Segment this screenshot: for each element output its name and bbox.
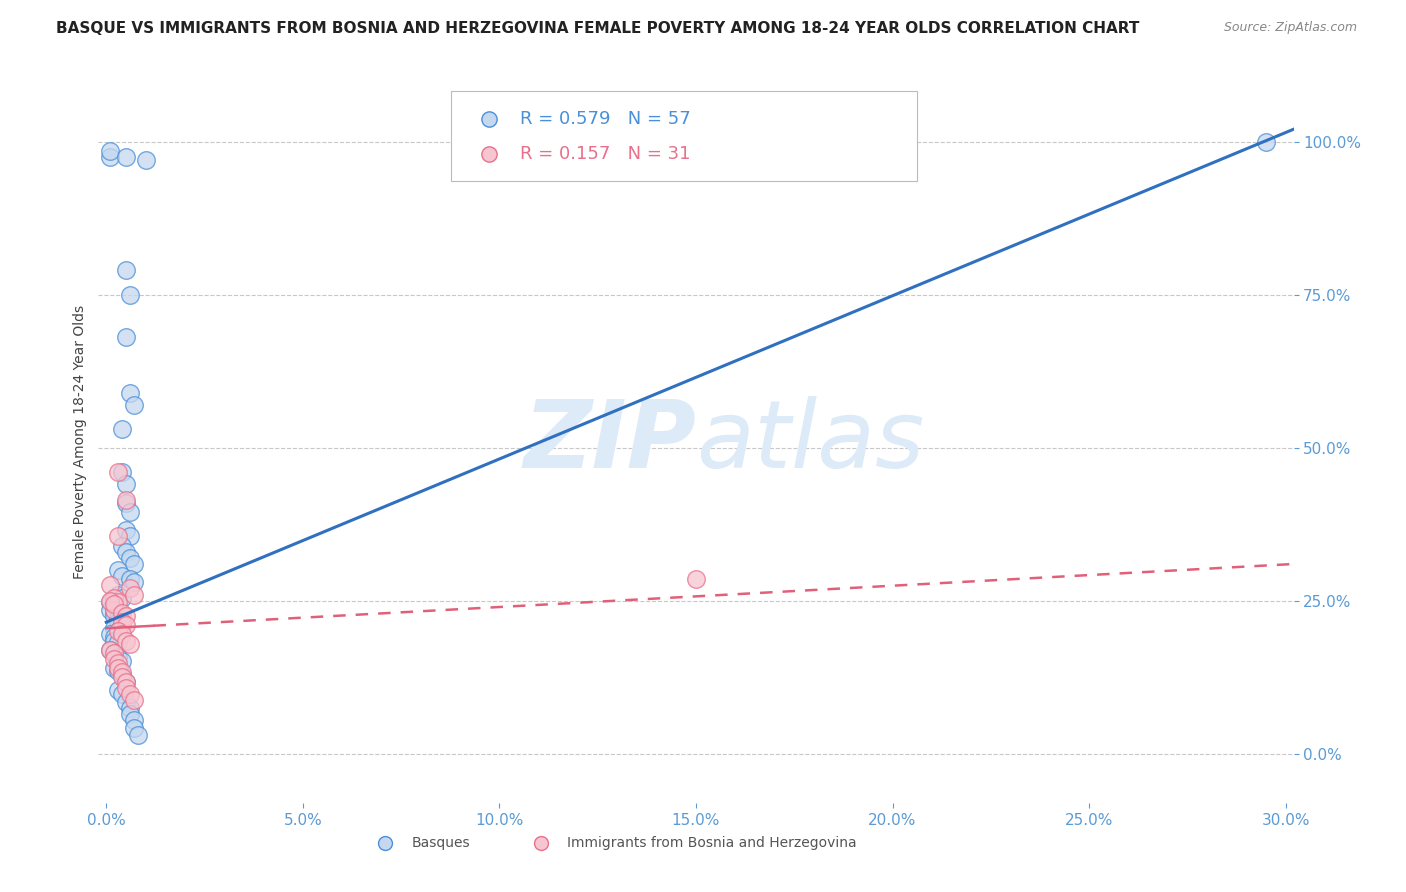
Point bbox=[103, 603, 125, 617]
Point bbox=[115, 496, 138, 510]
Text: atlas: atlas bbox=[696, 396, 924, 487]
Point bbox=[107, 624, 129, 639]
Text: Source: ZipAtlas.com: Source: ZipAtlas.com bbox=[1223, 21, 1357, 35]
Point bbox=[103, 598, 125, 612]
Point bbox=[118, 572, 141, 586]
Point bbox=[118, 701, 141, 715]
Point bbox=[115, 492, 138, 507]
Point bbox=[115, 695, 138, 709]
Point bbox=[107, 615, 129, 630]
Point bbox=[111, 465, 134, 479]
Point bbox=[122, 721, 145, 735]
Point bbox=[122, 693, 145, 707]
Point bbox=[103, 646, 125, 660]
Point bbox=[122, 575, 145, 590]
Point bbox=[115, 150, 138, 164]
Point bbox=[118, 505, 141, 519]
Point bbox=[98, 595, 121, 609]
Point bbox=[103, 646, 125, 660]
Point bbox=[111, 687, 134, 701]
Point bbox=[122, 588, 145, 602]
Point bbox=[115, 674, 138, 689]
Point bbox=[103, 633, 125, 648]
Text: ZIP: ZIP bbox=[523, 395, 696, 488]
Point bbox=[111, 627, 134, 641]
Text: Basques: Basques bbox=[412, 836, 470, 849]
Point bbox=[98, 642, 121, 657]
FancyBboxPatch shape bbox=[451, 91, 917, 181]
Text: BASQUE VS IMMIGRANTS FROM BOSNIA AND HERZEGOVINA FEMALE POVERTY AMONG 18-24 YEAR: BASQUE VS IMMIGRANTS FROM BOSNIA AND HER… bbox=[56, 21, 1140, 37]
Point bbox=[103, 605, 125, 619]
Point bbox=[98, 627, 121, 641]
Point bbox=[107, 624, 129, 639]
Point bbox=[107, 563, 129, 577]
Point bbox=[118, 550, 141, 565]
Text: R = 0.157   N = 31: R = 0.157 N = 31 bbox=[520, 145, 690, 162]
Point bbox=[115, 618, 138, 632]
Point bbox=[107, 588, 129, 602]
Point bbox=[111, 618, 134, 632]
Point bbox=[107, 650, 129, 665]
Point bbox=[118, 287, 141, 301]
Point bbox=[98, 642, 121, 657]
Point bbox=[98, 150, 121, 164]
Point bbox=[103, 621, 125, 635]
Y-axis label: Female Poverty Among 18-24 Year Olds: Female Poverty Among 18-24 Year Olds bbox=[73, 304, 87, 579]
Point bbox=[115, 263, 138, 277]
Point bbox=[107, 595, 129, 609]
Point bbox=[107, 682, 129, 697]
Point bbox=[135, 153, 157, 167]
Point bbox=[118, 687, 141, 701]
Point bbox=[111, 606, 134, 620]
Point bbox=[1254, 135, 1277, 149]
Point bbox=[103, 591, 125, 605]
Point bbox=[111, 670, 134, 684]
Point bbox=[115, 633, 138, 648]
Point bbox=[107, 465, 129, 479]
Point bbox=[115, 609, 138, 624]
Point bbox=[118, 529, 141, 543]
Point bbox=[111, 615, 134, 630]
Point bbox=[111, 665, 134, 680]
Text: Immigrants from Bosnia and Herzegovina: Immigrants from Bosnia and Herzegovina bbox=[567, 836, 856, 849]
Point bbox=[111, 591, 134, 605]
Point bbox=[103, 631, 125, 645]
Point bbox=[107, 656, 129, 670]
Point bbox=[107, 664, 129, 678]
Point bbox=[98, 593, 121, 607]
Point bbox=[98, 144, 121, 158]
Point bbox=[107, 529, 129, 543]
Point bbox=[103, 609, 125, 624]
Text: R = 0.579   N = 57: R = 0.579 N = 57 bbox=[520, 110, 690, 128]
Point bbox=[111, 569, 134, 583]
Point bbox=[115, 674, 138, 689]
Point bbox=[111, 539, 134, 553]
Point bbox=[107, 661, 129, 675]
Point bbox=[115, 681, 138, 695]
Point bbox=[115, 545, 138, 559]
Point bbox=[103, 652, 125, 666]
Point bbox=[118, 637, 141, 651]
Point bbox=[111, 422, 134, 436]
Point bbox=[122, 557, 145, 571]
Point bbox=[115, 330, 138, 344]
Point bbox=[115, 477, 138, 491]
Point bbox=[122, 713, 145, 727]
Point bbox=[127, 728, 149, 742]
Point bbox=[107, 611, 129, 625]
Point bbox=[103, 597, 125, 611]
Point bbox=[111, 654, 134, 668]
Point bbox=[118, 582, 141, 596]
Point bbox=[107, 635, 129, 649]
Point bbox=[98, 578, 121, 592]
Point bbox=[685, 572, 707, 586]
Point bbox=[118, 385, 141, 400]
Point bbox=[115, 524, 138, 538]
Point bbox=[122, 398, 145, 412]
Point bbox=[98, 603, 121, 617]
Point bbox=[111, 668, 134, 682]
Point bbox=[103, 661, 125, 675]
Point bbox=[118, 706, 141, 721]
